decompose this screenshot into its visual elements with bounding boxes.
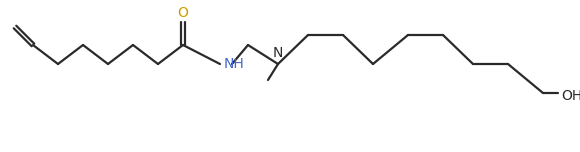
Text: N: N xyxy=(273,46,283,60)
Text: NH: NH xyxy=(224,57,245,71)
Text: O: O xyxy=(177,6,188,20)
Text: OH: OH xyxy=(561,89,580,103)
